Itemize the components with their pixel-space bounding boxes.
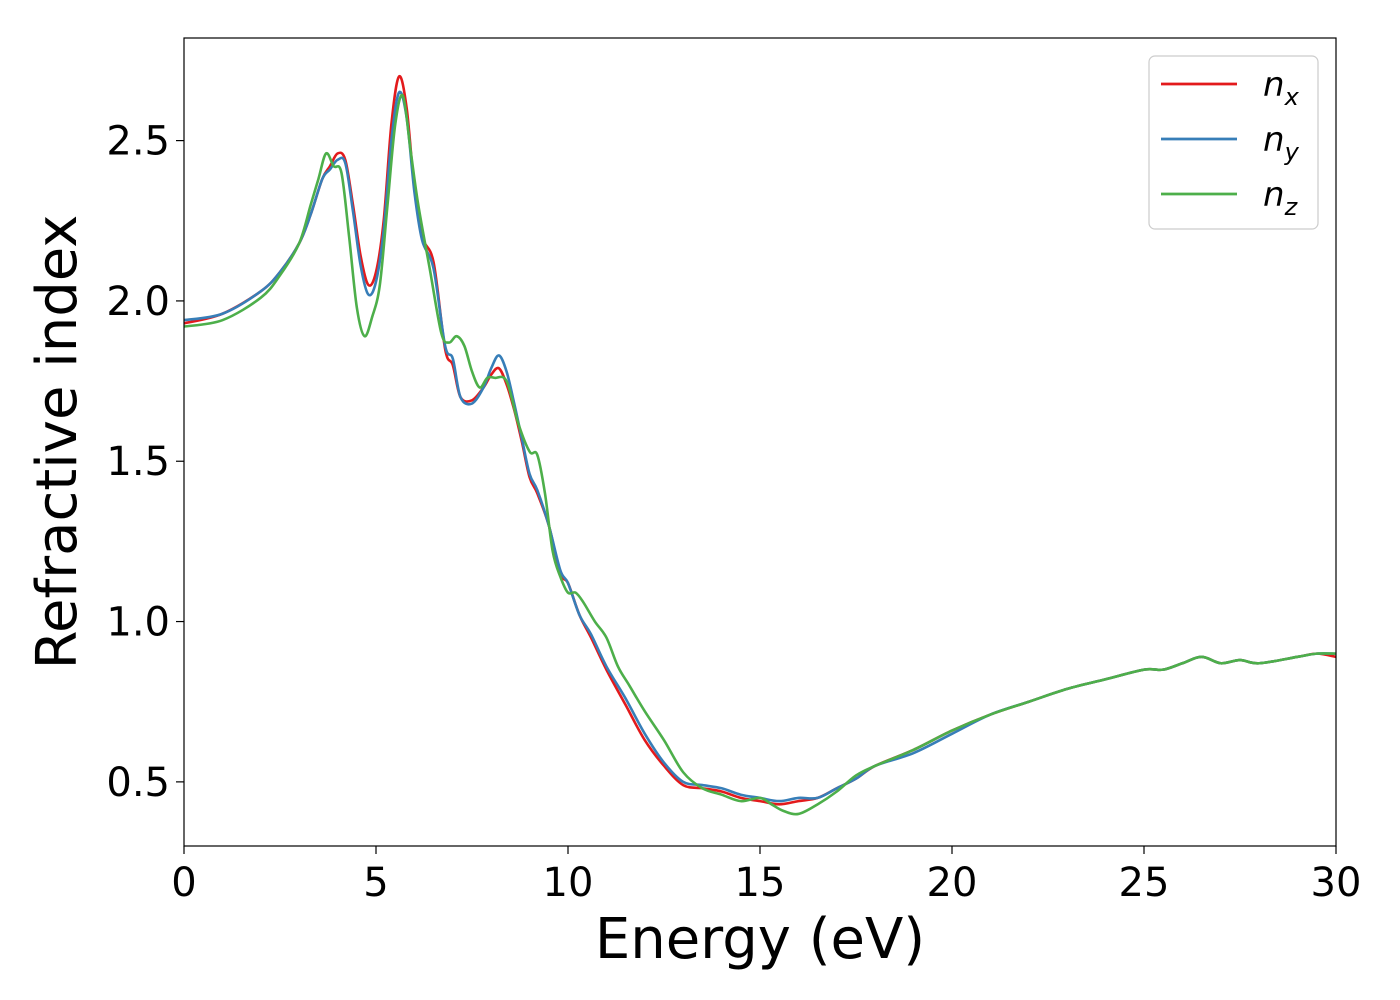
- legend-box: [1148, 55, 1319, 230]
- x-tick-label: 10: [543, 860, 594, 906]
- y-tick-label: 1.0: [106, 600, 170, 646]
- x-tick-label: 0: [171, 860, 196, 906]
- x-tick-label: 25: [1119, 860, 1170, 906]
- legend-label-subscript: x: [1284, 83, 1300, 111]
- legend-label-base: n: [1263, 120, 1285, 160]
- legend-label-z: nz: [1263, 175, 1299, 221]
- y-axis-title: Refractive index: [25, 215, 90, 670]
- series-line-z: [184, 93, 1336, 816]
- x-tick-label: 30: [1311, 860, 1362, 906]
- legend-label-base: n: [1263, 175, 1285, 215]
- legend-label-y: ny: [1263, 120, 1300, 166]
- y-axis: 0.5 1.0 1.5 2.0 2.5: [106, 119, 184, 806]
- legend-label-base: n: [1263, 65, 1285, 105]
- x-tick-label: 5: [363, 860, 388, 906]
- y-tick-label: 2.0: [106, 279, 170, 325]
- x-tick-label: 20: [927, 860, 978, 906]
- legend-label-x: nx: [1263, 65, 1300, 111]
- y-tick-label: 2.5: [106, 119, 170, 165]
- plot-area: [183, 37, 1337, 847]
- legend-label-subscript: y: [1284, 138, 1300, 166]
- x-tick-label: 15: [735, 860, 786, 906]
- x-axis: 0 5 10 15 20 25 30: [171, 846, 1361, 906]
- series-layer: [184, 75, 1336, 816]
- y-tick-label: 0.5: [106, 760, 170, 806]
- y-tick-label: 1.5: [106, 439, 170, 485]
- x-axis-title: Energy (eV): [595, 907, 925, 972]
- legend-label-subscript: z: [1284, 193, 1299, 221]
